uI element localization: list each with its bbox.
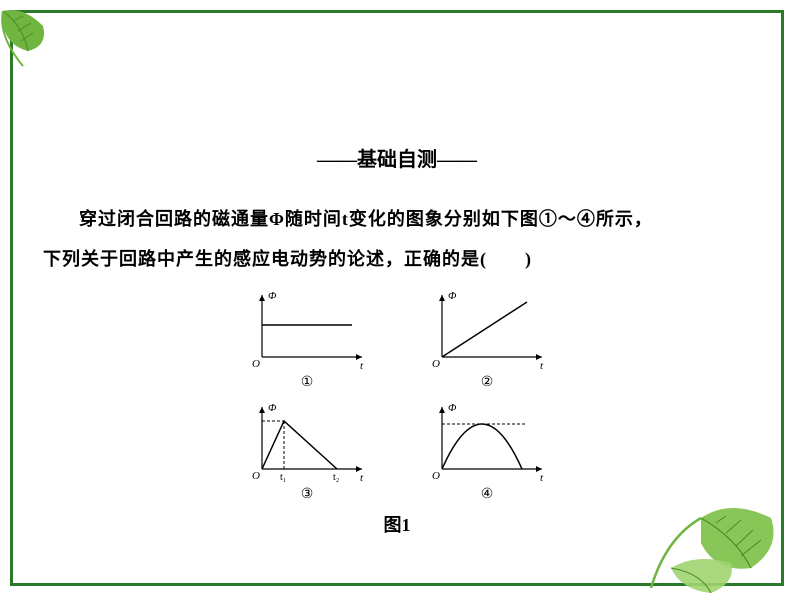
content-area: ——基础自测—— 穿过闭合回路的磁通量Φ随时间t变化的图象分别如下图①～④所示，…: [43, 143, 751, 537]
svg-text:Φ: Φ: [268, 290, 277, 302]
svg-text:t₂: t₂: [333, 472, 339, 483]
svg-text:t: t: [360, 360, 364, 372]
chart-4-label: ④: [417, 486, 557, 503]
chart-2-label: ②: [417, 374, 557, 391]
slide-frame: ——基础自测—— 穿过闭合回路的磁通量Φ随时间t变化的图象分别如下图①～④所示，…: [10, 10, 784, 586]
svg-text:t: t: [540, 472, 544, 484]
chart-2: Φ t O ②: [417, 287, 557, 391]
svg-text:O: O: [252, 470, 260, 482]
chart-row-2: Φ t O t₁ t₂ ③ Φ: [43, 399, 751, 503]
svg-text:Φ: Φ: [448, 290, 457, 302]
chart-3-label: ③: [237, 486, 377, 503]
chart-1: Φ t O ①: [237, 287, 377, 391]
question-text: 穿过闭合回路的磁通量Φ随时间t变化的图象分别如下图①～④所示， 下列关于回路中产…: [43, 200, 751, 279]
svg-text:t: t: [360, 472, 364, 484]
chart-row-1: Φ t O ① Φ t O: [43, 287, 751, 391]
svg-text:Φ: Φ: [268, 402, 277, 414]
svg-text:t₁: t₁: [280, 472, 286, 483]
question-line1: 穿过闭合回路的磁通量Φ随时间t变化的图象分别如下图①～④所示，: [79, 209, 653, 229]
svg-text:O: O: [432, 358, 440, 370]
section-title: ——基础自测——: [43, 143, 751, 172]
charts-grid: Φ t O ① Φ t O: [43, 287, 751, 537]
question-line2: 下列关于回路中产生的感应电动势的论述，正确的是( ): [43, 240, 751, 280]
svg-text:Φ: Φ: [448, 402, 457, 414]
svg-text:t: t: [540, 360, 544, 372]
svg-text:O: O: [252, 358, 260, 370]
figure-label: 图1: [43, 511, 751, 537]
leaf-decoration-top: [0, 1, 83, 71]
chart-3: Φ t O t₁ t₂ ③: [237, 399, 377, 503]
chart-4: Φ t O ④: [417, 399, 557, 503]
svg-text:O: O: [432, 470, 440, 482]
chart-1-label: ①: [237, 374, 377, 391]
